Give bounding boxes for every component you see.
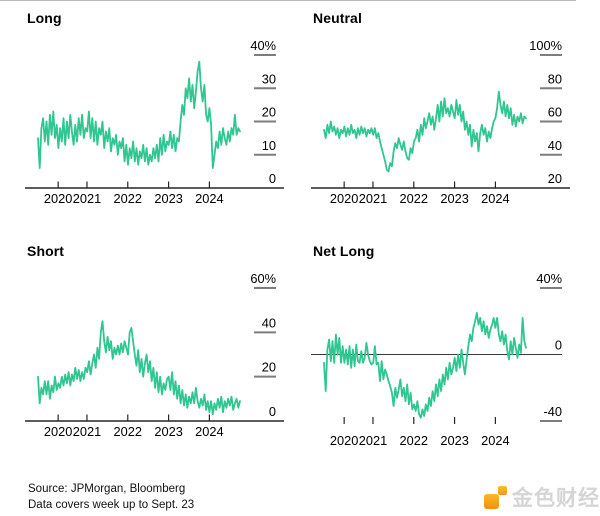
golden-finance-icon <box>484 485 508 510</box>
chart-title-long: Long <box>27 10 62 26</box>
data-coverage-line: Data covers week up to Sept. 23 <box>28 498 195 511</box>
chart-cell-netlong: Net Long 2020 2021 2022 2023 2024 40% 0 -40 <box>306 241 578 454</box>
svg-text:2020: 2020 <box>330 191 358 206</box>
svg-text:2022: 2022 <box>114 424 142 439</box>
chart-title-netlong: Net Long <box>313 243 375 259</box>
svg-text:2024: 2024 <box>195 424 223 439</box>
svg-text:2021: 2021 <box>73 424 101 439</box>
svg-text:10: 10 <box>262 138 276 153</box>
svg-text:2020: 2020 <box>330 433 358 448</box>
svg-text:0: 0 <box>555 338 562 353</box>
svg-text:40%: 40% <box>250 38 276 53</box>
svg-text:-40: -40 <box>544 404 563 419</box>
source-note: Source: JPMorgan, Bloomberg Data covers … <box>28 482 194 513</box>
svg-text:0: 0 <box>269 171 276 186</box>
brand-text: 金色财经 <box>512 487 600 510</box>
svg-text:2021: 2021 <box>73 191 101 206</box>
source-line: Source: JPMorgan, Bloomberg <box>28 483 186 495</box>
svg-text:2022: 2022 <box>400 191 428 206</box>
line-chart-netlong: 2020 2021 2022 2023 2024 40% 0 -40 <box>311 271 563 448</box>
line-chart-neutral: 2020 2021 2022 2023 2024 100% 80 60 40 20 <box>311 38 570 206</box>
svg-text:2023: 2023 <box>154 191 182 206</box>
line-chart-long: 2020 2021 2022 2023 2024 40% 30 20 10 0 <box>25 38 284 206</box>
svg-text:60%: 60% <box>250 271 276 286</box>
chart-cell-long: Long 2020 2021 2022 2023 2024 40% 30 20 10 0 <box>20 8 292 221</box>
svg-text:2023: 2023 <box>440 433 468 448</box>
svg-text:40: 40 <box>262 315 276 330</box>
svg-text:20: 20 <box>548 171 562 186</box>
svg-text:2024: 2024 <box>195 191 223 206</box>
chart-title-neutral: Neutral <box>313 10 362 26</box>
svg-text:100%: 100% <box>529 38 562 53</box>
brand-logo: 金色财经 <box>484 482 600 512</box>
svg-text:2023: 2023 <box>154 424 182 439</box>
svg-text:2022: 2022 <box>114 191 142 206</box>
top-divider-rule <box>0 0 576 1</box>
svg-text:2021: 2021 <box>359 433 387 448</box>
svg-text:30: 30 <box>262 71 276 86</box>
svg-text:20: 20 <box>262 360 276 375</box>
svg-text:2024: 2024 <box>481 433 509 448</box>
svg-text:40: 40 <box>548 138 562 153</box>
svg-text:2024: 2024 <box>481 191 509 206</box>
svg-text:2023: 2023 <box>440 191 468 206</box>
svg-text:20: 20 <box>262 105 276 120</box>
svg-text:2021: 2021 <box>359 191 387 206</box>
svg-text:80: 80 <box>548 71 562 86</box>
svg-text:60: 60 <box>548 105 562 120</box>
chart-cell-neutral: Neutral 2020 2021 2022 2023 2024 100% 80 60 40 20 <box>306 8 578 221</box>
svg-text:40%: 40% <box>536 271 562 286</box>
svg-text:2020: 2020 <box>44 191 72 206</box>
chart-cell-short: Short 2020 2021 2022 2023 2024 60% 40 20 0 <box>20 241 292 454</box>
svg-text:2020: 2020 <box>44 424 72 439</box>
chart-title-short: Short <box>27 243 65 259</box>
svg-text:2022: 2022 <box>400 433 428 448</box>
svg-text:0: 0 <box>269 404 276 419</box>
line-chart-short: 2020 2021 2022 2023 2024 60% 40 20 0 <box>25 271 284 439</box>
